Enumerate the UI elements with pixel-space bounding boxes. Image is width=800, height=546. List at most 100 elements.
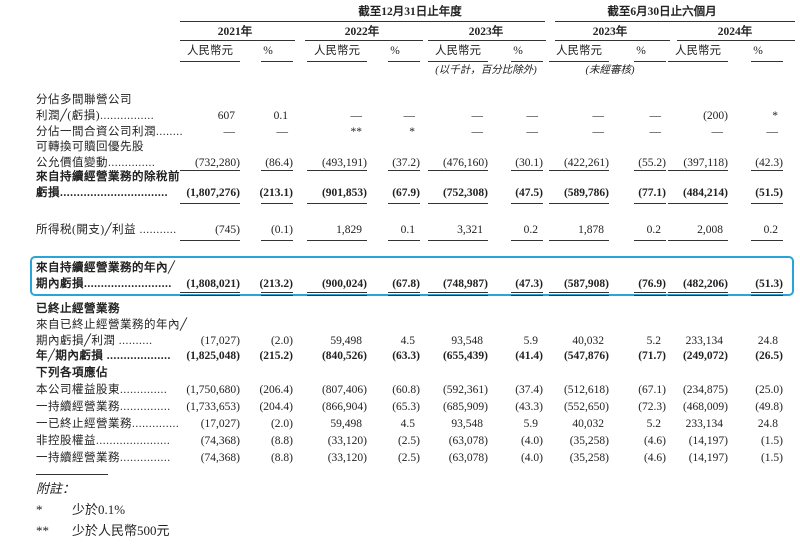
rule [549,295,609,296]
cell: (63,078) [448,435,488,447]
year-header: 2023年 [592,26,628,38]
rule [388,61,420,62]
rule [549,170,609,171]
rule [751,292,783,293]
cell: 0.1 [273,110,288,122]
cell: (512,618) [563,384,609,396]
cell: (204.4) [259,401,293,413]
row-label: 利潤╱(虧損)................ [36,110,155,122]
cell: (47.5) [515,187,543,199]
cell: — [471,110,484,122]
cell: (752,308) [442,187,488,199]
rule [307,295,367,296]
cell: (748,987) [442,278,488,290]
unit-note: (未經審核) [585,65,635,76]
cell: (65.3) [392,401,420,413]
rule [388,240,420,241]
cell: 0.2 [523,224,538,236]
rule [751,240,783,241]
cell: 2,008 [697,224,723,236]
year-header: 2021年 [217,26,253,38]
unit-header: % [753,45,763,57]
cell: (67.1) [638,384,666,396]
rule [388,295,420,296]
rule [668,240,728,241]
rule [668,61,728,62]
row-label: 所得税(開支)╱利益 ........... [36,224,177,236]
row-label: 年╱期內虧損 ................... [36,350,171,362]
cell: (422,261) [563,157,609,169]
unit-header: 人民幣元 [675,45,721,57]
cell: (840,526) [321,350,367,362]
rule [180,240,240,241]
rule [261,61,293,62]
rule [751,61,783,62]
cell: (8.8) [270,435,293,447]
rule [668,170,728,171]
cell: (901,853) [321,187,367,199]
cell: 24.8 [757,335,778,347]
cell: (200) [703,110,728,122]
cell: 93,548 [451,418,483,430]
rule [511,61,543,62]
cell: (4.6) [643,452,666,464]
rule [549,203,609,204]
row-label: 來自持續經營業務的年內╱ [36,262,176,274]
row-label: 一已終止經營業務.............. [36,418,180,430]
rule [549,240,609,241]
rule [307,240,367,241]
cell: 233,134 [685,418,723,430]
row-label: 分佔多間聯營公司 [36,94,132,106]
cell: (74,368) [200,435,240,447]
rule [668,203,728,204]
cell: 24.8 [757,418,778,430]
footnote-text: 少於0.1% [72,502,126,517]
cell: (14,197) [688,435,728,447]
rule [511,240,543,241]
rule [180,40,295,41]
cell: — [471,126,484,138]
cell: (807,406) [321,384,367,396]
cell: (17,027) [200,418,240,430]
cell: (900,024) [321,278,367,290]
cell: (587,908) [563,278,609,290]
cell: 607 [217,110,235,122]
rule [180,21,545,22]
cell: (43.3) [515,401,543,413]
cell: (86.4) [265,157,293,169]
cell: — [649,126,662,138]
group-header: 截至12月31日止年度 [358,6,462,18]
cell: — [766,126,779,138]
rule [511,295,543,296]
cell: (26.5) [755,350,783,362]
cell: (55.2) [638,157,666,169]
cell: (17,027) [200,335,240,347]
rule [668,292,728,293]
cell: (655,439) [442,350,488,362]
rule [180,203,240,204]
rule [634,170,666,171]
cell: (4.6) [643,435,666,447]
rule [307,61,367,62]
cell: (1,825,048) [186,350,240,362]
cell: 0.2 [763,224,778,236]
cell: (47.3) [515,278,543,290]
cell: — [526,126,539,138]
cell: (2.5) [397,452,420,464]
rule [634,240,666,241]
cell: (76.9) [638,278,666,290]
cell: (213.2) [259,278,293,290]
cell: 40,032 [572,418,604,430]
row-label: 來自已終止經營業務的年內╱ [36,319,188,331]
cell: * [772,110,778,122]
cell: (67.8) [392,278,420,290]
group-header: 截至6月30日止六個月 [607,6,717,18]
cell: (552,650) [563,401,609,413]
unit-note: (以千計，百分比除外) [435,65,537,76]
cell: (745) [215,224,240,236]
rule [180,61,240,62]
cell: 233,134 [685,335,723,347]
cell: (732,280) [194,157,240,169]
rule [751,295,783,296]
cell: 0.2 [646,224,661,236]
